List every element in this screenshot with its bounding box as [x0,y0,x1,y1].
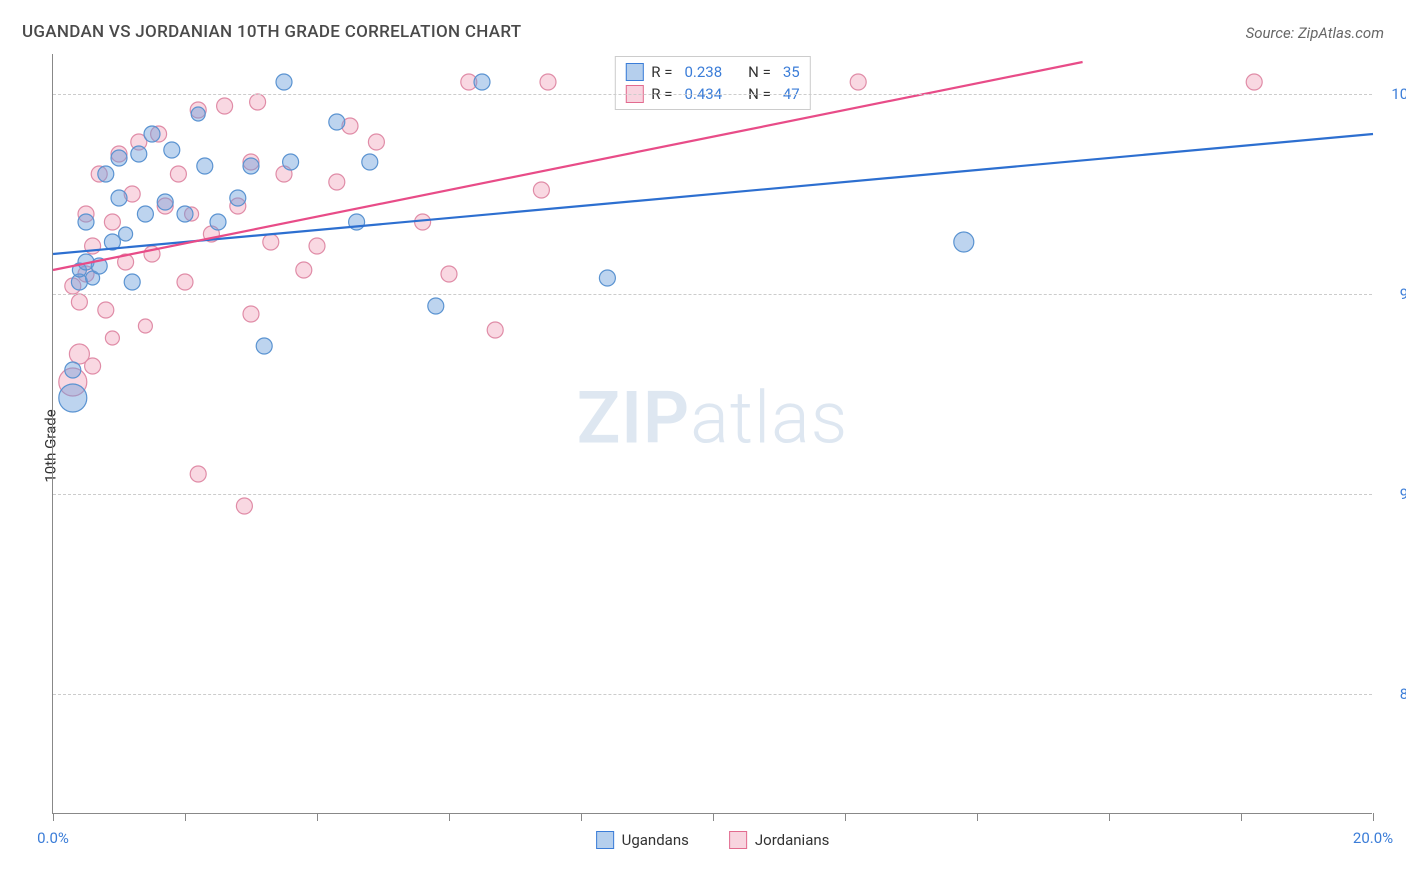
jordanians-point [243,306,259,322]
ugandans-point [65,362,81,378]
jordanians-point [441,266,457,282]
ugandans-point [283,154,299,170]
ugandans-point [362,154,378,170]
jordanians-point [296,262,312,278]
ugandans-point [210,214,226,230]
y-tick-label: 90.0% [1380,485,1406,503]
jordanians-point [533,182,549,198]
ugandans-point [98,166,114,182]
ugandans-point [954,232,974,252]
jordanians-point [104,214,120,230]
jordanians-point [190,466,206,482]
jordanians-point [250,94,266,110]
ugandans-point [119,227,133,241]
jordanians-point [487,322,503,338]
ugandans-point [59,384,87,412]
legend-item-ugandans: Ugandans [596,831,689,849]
scatter-plot-area: ZIPatlas R = 0.238 N = 35 R = 0.434 N = … [52,54,1372,814]
jordanians-point [177,274,193,290]
y-tick-label: 95.0% [1380,285,1406,303]
jordanians-point [1246,74,1262,90]
correlation-legend: R = 0.238 N = 35 R = 0.434 N = 47 [614,56,810,110]
ugandans-point [256,338,272,354]
x-tick-label: 20.0% [1353,829,1393,847]
jordanians-point [329,174,345,190]
x-tick-label: 0.0% [37,829,69,847]
ugandans-point [177,206,193,222]
ugandans-point [191,107,205,121]
jordanians-point [309,238,325,254]
ugandans-point [111,190,127,206]
jordanians-point [170,166,186,182]
swatch-blue-icon [625,63,643,81]
source-attribution: Source: ZipAtlas.com [1246,24,1384,42]
jordanians-point [71,294,87,310]
ugandans-trendline [53,134,1373,254]
ugandans-point [157,194,173,210]
swatch-pink-icon [729,831,747,849]
ugandans-point [276,74,292,90]
ugandans-point [137,206,153,222]
jordanians-point [105,331,119,345]
jordanians-point [85,358,101,374]
ugandans-point [599,270,615,286]
ugandans-point [164,142,180,158]
chart-title: UGANDAN VS JORDANIAN 10TH GRADE CORRELAT… [22,22,521,42]
ugandans-point [78,214,94,230]
legend-row-ugandans: R = 0.238 N = 35 [625,61,799,83]
jordanians-point [236,498,252,514]
jordanians-point [540,74,556,90]
legend-item-jordanians: Jordanians [729,831,830,849]
ugandans-point [144,126,160,142]
ugandans-point [111,150,127,166]
ugandans-point [428,298,444,314]
jordanians-point [263,234,279,250]
ugandans-point [243,158,259,174]
jordanians-point [217,98,233,114]
ugandans-point [131,146,147,162]
ugandans-point [329,114,345,130]
y-tick-label: 100.0% [1380,85,1406,103]
chart-svg [53,54,1372,813]
y-tick-label: 85.0% [1380,685,1406,703]
jordanians-point [368,134,384,150]
jordanians-point [138,319,152,333]
ugandans-point [197,158,213,174]
ugandans-point [474,74,490,90]
jordanians-point [98,302,114,318]
jordanians-point [850,74,866,90]
swatch-blue-icon [596,831,614,849]
ugandans-point [124,274,140,290]
ugandans-point [230,190,246,206]
series-legend: Ugandans Jordanians [596,831,830,849]
